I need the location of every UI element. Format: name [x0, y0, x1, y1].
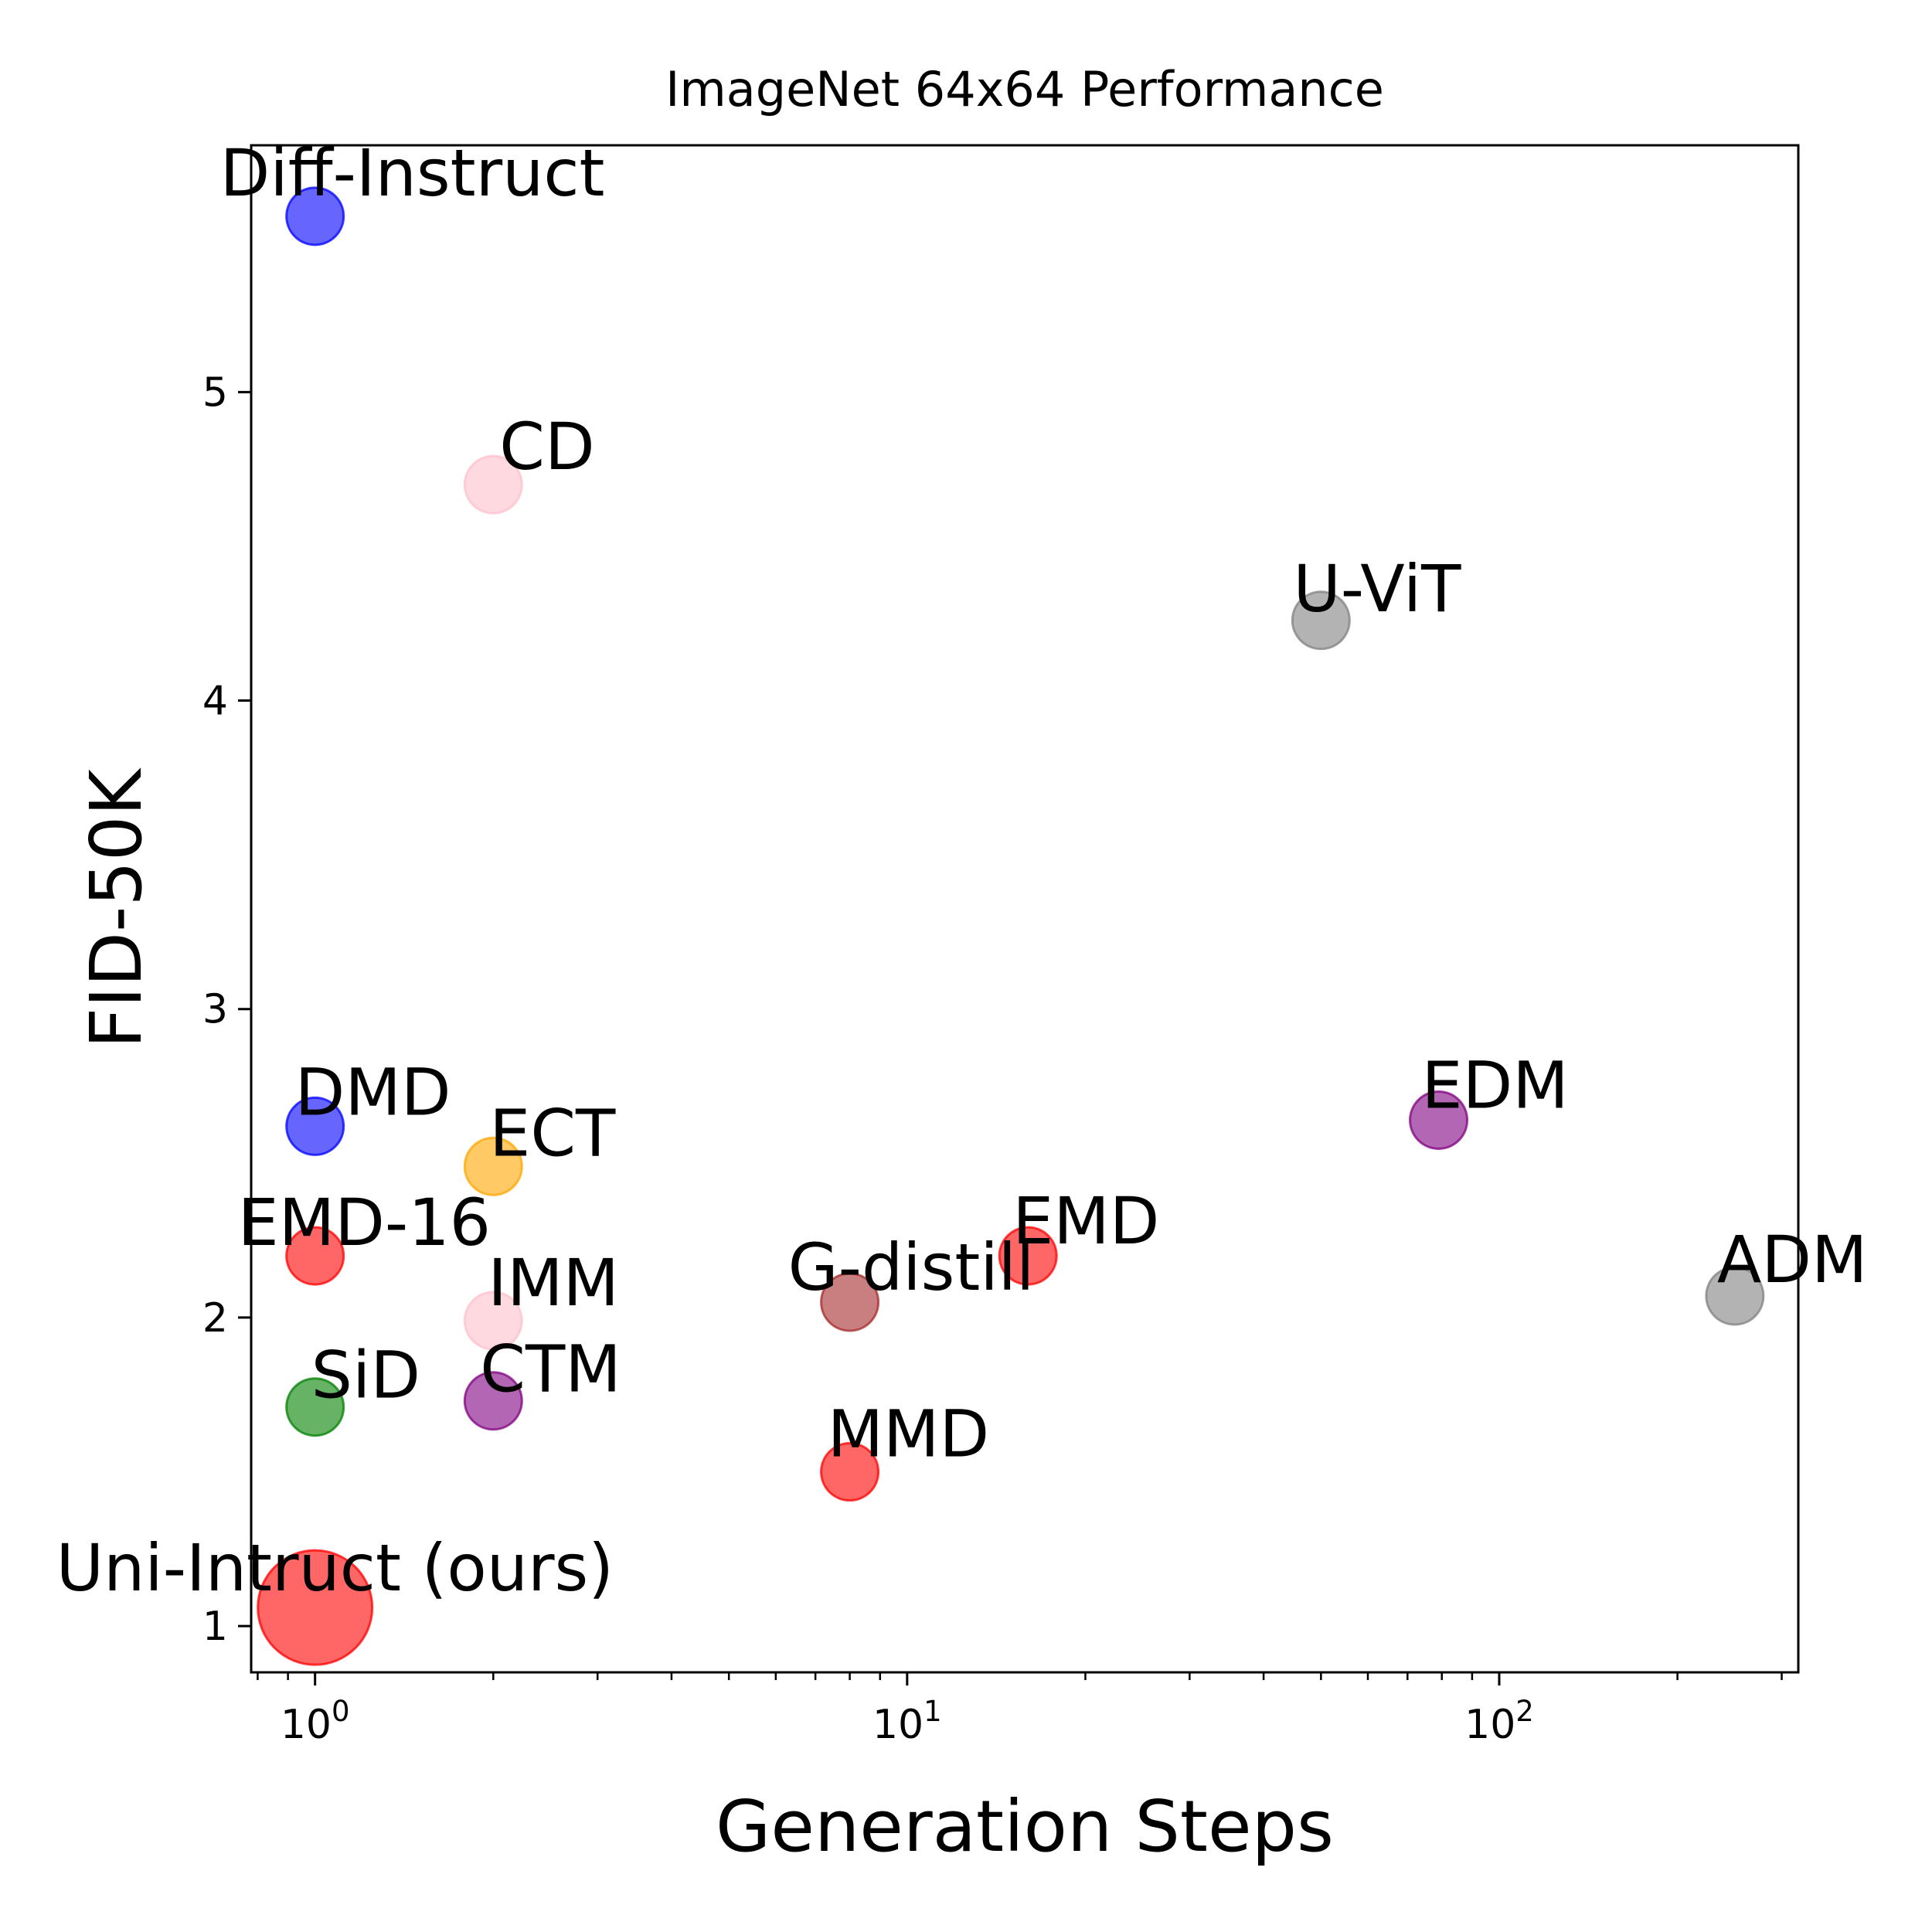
- plot-frame: [250, 144, 1800, 1674]
- data-point: [1291, 590, 1351, 651]
- data-point: [820, 1272, 880, 1332]
- data-point: [998, 1226, 1058, 1286]
- data-point: [285, 1096, 345, 1156]
- x-tick-label: 102: [1464, 1695, 1534, 1748]
- point-label: DMD: [295, 1054, 451, 1130]
- data-point: [285, 1226, 345, 1286]
- chart-title: ImageNet 64x64 Performance: [665, 61, 1384, 117]
- point-label: IMM: [488, 1245, 619, 1321]
- y-tick-label: 3: [202, 987, 228, 1033]
- point-label: Uni-Intruct (ours): [56, 1530, 614, 1606]
- y-axis-label: FID-50K: [75, 767, 158, 1049]
- y-tick-label: 4: [202, 679, 228, 725]
- point-label: G-distill: [788, 1230, 1035, 1305]
- y-tick-label: 5: [202, 369, 228, 416]
- data-point: [463, 1136, 523, 1196]
- data-point: [463, 1371, 523, 1431]
- point-label: EMD-16: [238, 1185, 491, 1260]
- y-tick-label: 2: [202, 1295, 228, 1342]
- point-label: EMD: [1012, 1183, 1159, 1259]
- data-point-labels: Diff-Instruct CD U-ViT DMD ECT EDM EMD-16 EMDG-…: [56, 135, 1868, 1606]
- data-point: [463, 1291, 523, 1351]
- point-label: ADM: [1717, 1222, 1868, 1298]
- point-label: ECT: [489, 1095, 616, 1171]
- data-point: [285, 1377, 345, 1437]
- data-point: [820, 1442, 880, 1502]
- point-label: U-ViT: [1293, 551, 1461, 627]
- point-label: EDM: [1422, 1047, 1569, 1123]
- data-points: [257, 186, 1765, 1666]
- x-tick-label: 100: [281, 1695, 350, 1748]
- y-ticks: 1 2 3 4 5: [202, 369, 251, 1650]
- data-point: [257, 1549, 374, 1666]
- point-label: SiD: [311, 1338, 420, 1413]
- data-point: [1409, 1090, 1469, 1150]
- data-point: [1705, 1266, 1765, 1326]
- x-axis-label: Generation Steps: [716, 1785, 1334, 1868]
- x-ticks: 100 101 102: [281, 1672, 1534, 1748]
- x-minor-ticks: [257, 1672, 1783, 1680]
- point-label: MMD: [828, 1396, 990, 1472]
- point-label: Diff-Instruct: [220, 135, 605, 211]
- point-label: CTM: [480, 1332, 621, 1407]
- point-label: CD: [499, 409, 594, 485]
- data-point: [285, 186, 345, 247]
- y-tick-label: 1: [202, 1604, 228, 1650]
- x-tick-label: 101: [872, 1695, 942, 1748]
- data-point: [463, 454, 523, 515]
